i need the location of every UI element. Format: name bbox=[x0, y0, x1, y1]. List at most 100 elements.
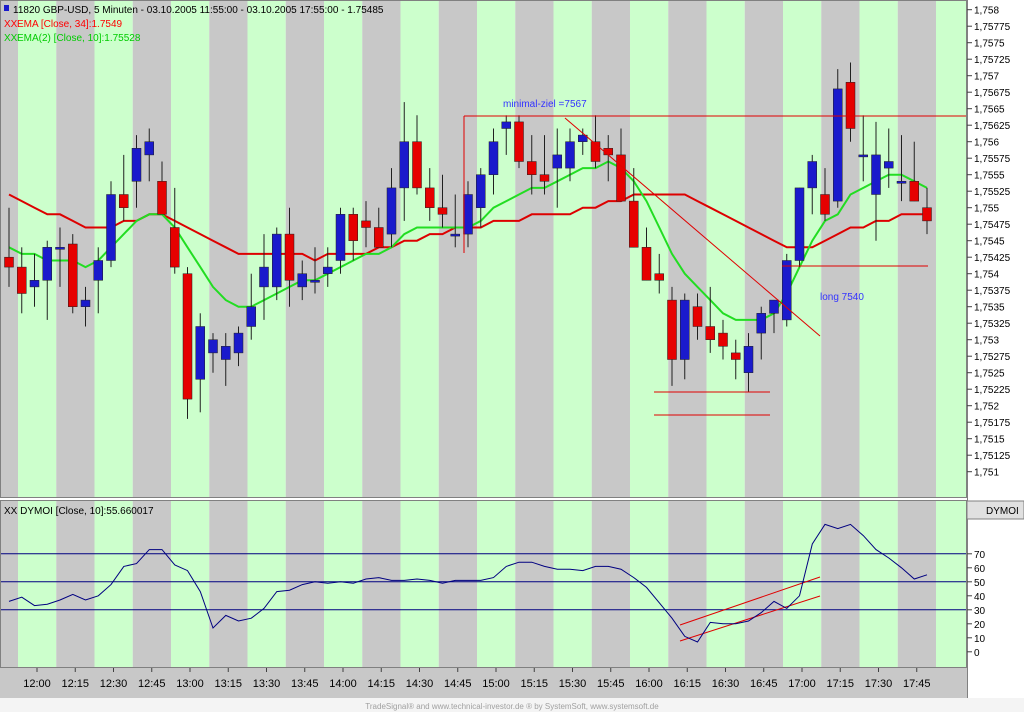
indicator-band bbox=[668, 501, 707, 667]
indicator-tick-label: 50 bbox=[974, 578, 986, 589]
price-tick-label: 1,752 bbox=[974, 402, 999, 413]
price-band bbox=[591, 1, 630, 497]
time-tick-label: 16:00 bbox=[635, 678, 663, 690]
time-tick-label: 13:15 bbox=[214, 678, 242, 690]
legend-ema10-prefix: XX bbox=[4, 33, 18, 44]
candle-body-up bbox=[323, 266, 333, 274]
price-axis-background bbox=[967, 0, 1024, 698]
price-tick-label: 1,75525 bbox=[974, 187, 1011, 198]
candle-body-down bbox=[157, 181, 167, 215]
price-band bbox=[477, 1, 516, 497]
candle-body-up bbox=[756, 313, 766, 334]
price-tick-label: 1,75775 bbox=[974, 22, 1011, 33]
candle-body-down bbox=[17, 266, 27, 294]
footer-credit: TradeSignal® and www.technical-investor.… bbox=[365, 702, 659, 711]
price-band bbox=[400, 1, 439, 497]
candle-body-down bbox=[425, 187, 435, 208]
price-tick-label: 1,7525 bbox=[974, 369, 1005, 380]
divergence-line-1 bbox=[679, 576, 821, 626]
price-tick-label: 1,756 bbox=[974, 138, 999, 149]
price-tick-label: 1,7565 bbox=[974, 105, 1005, 116]
indicator-band bbox=[821, 501, 860, 667]
candle-body-down bbox=[182, 273, 193, 400]
downtrend-line bbox=[564, 117, 821, 337]
time-tick-label: 17:15 bbox=[826, 678, 854, 690]
indicator-tick-label: 40 bbox=[974, 592, 986, 603]
candle-body-down bbox=[667, 299, 677, 360]
candle-body-up bbox=[743, 346, 754, 373]
candle-body-down bbox=[692, 306, 703, 327]
indicator-tick-label: 30 bbox=[974, 606, 986, 617]
price-band bbox=[515, 1, 554, 497]
candle-body-down bbox=[629, 200, 639, 248]
time-tick-label: 16:45 bbox=[750, 678, 778, 690]
time-tick-label: 16:30 bbox=[712, 678, 740, 690]
candle-body-up bbox=[858, 154, 868, 158]
indicator-band bbox=[477, 501, 516, 667]
time-tick-label: 14:00 bbox=[329, 678, 357, 690]
price-tick-label: 1,7545 bbox=[974, 237, 1005, 248]
footer-bar bbox=[0, 698, 1024, 712]
price-tick-label: 1,75425 bbox=[974, 253, 1011, 264]
chart-title: 11820 GBP-USD, 5 Minuten - 03.10.2005 11… bbox=[13, 5, 384, 16]
indicator-band bbox=[859, 501, 898, 667]
price-tick-label: 1,75375 bbox=[974, 286, 1011, 297]
indicator-band bbox=[324, 501, 363, 667]
legend-ema10: EMA(2) [Close, 10]:1.75528 bbox=[17, 33, 141, 44]
candle-body-up bbox=[450, 233, 460, 237]
indicator-band bbox=[132, 501, 171, 667]
annotation-target: minimal-ziel =7567 bbox=[503, 99, 587, 110]
indicator-tick-label: 60 bbox=[974, 564, 986, 575]
candle-body-down bbox=[654, 273, 664, 281]
indicator-axis-header bbox=[966, 500, 1024, 520]
candle-body-up bbox=[476, 174, 486, 208]
candle-body-up bbox=[501, 121, 511, 129]
candle-body-down bbox=[820, 194, 830, 215]
candle-body-up bbox=[680, 299, 690, 360]
candle-body-down bbox=[170, 227, 180, 268]
candlestick-series bbox=[4, 62, 932, 419]
candle-body-down bbox=[616, 154, 626, 202]
candle-body-up bbox=[463, 194, 473, 235]
price-tick-label: 1,75225 bbox=[974, 385, 1011, 396]
candle-body-up bbox=[246, 306, 256, 327]
indicator-title: XX DYMOI [Close, 10]:55.660017 bbox=[4, 506, 154, 517]
price-tick-label: 1,7555 bbox=[974, 171, 1005, 182]
time-tick-label: 12:00 bbox=[23, 678, 51, 690]
price-tick-label: 1,75575 bbox=[974, 154, 1011, 165]
candle-body-down bbox=[922, 207, 932, 222]
candle-body-up bbox=[807, 161, 817, 189]
indicator-band bbox=[438, 501, 477, 667]
candle-body-down bbox=[68, 243, 78, 307]
indicator-band bbox=[744, 501, 783, 667]
indicator-band bbox=[630, 501, 669, 667]
price-axis: 1,758251,7581,757751,75751,757251,7571,7… bbox=[967, 0, 1011, 479]
price-band bbox=[821, 1, 860, 497]
indicator-band bbox=[56, 501, 95, 667]
candle-body-up bbox=[884, 161, 894, 169]
candle-body-up bbox=[794, 187, 805, 261]
time-tick-label: 16:15 bbox=[673, 678, 701, 690]
candle-body-down bbox=[374, 227, 384, 248]
candle-body-down bbox=[527, 161, 537, 175]
price-tick-label: 1,75125 bbox=[974, 451, 1011, 462]
candle-body-up bbox=[106, 194, 116, 261]
indicator-band bbox=[362, 501, 401, 667]
indicator-band bbox=[94, 501, 133, 667]
time-axis-background bbox=[0, 668, 1024, 698]
candle-body-up bbox=[488, 141, 499, 175]
candle-body-up bbox=[221, 346, 231, 360]
indicator-panel-frame bbox=[0, 500, 967, 668]
time-bands bbox=[1, 1, 966, 667]
time-tick-label: 17:00 bbox=[788, 678, 816, 690]
price-band bbox=[897, 1, 936, 497]
candle-body-up bbox=[259, 266, 269, 288]
price-tick-label: 1,755 bbox=[974, 204, 999, 215]
price-tick-label: 1,75325 bbox=[974, 319, 1011, 330]
candle-body-up bbox=[335, 214, 346, 261]
candle-body-up bbox=[782, 260, 792, 321]
candle-body-up bbox=[578, 134, 588, 142]
time-tick-label: 12:45 bbox=[138, 678, 166, 690]
indicator-band bbox=[247, 501, 286, 667]
price-band bbox=[668, 1, 707, 497]
